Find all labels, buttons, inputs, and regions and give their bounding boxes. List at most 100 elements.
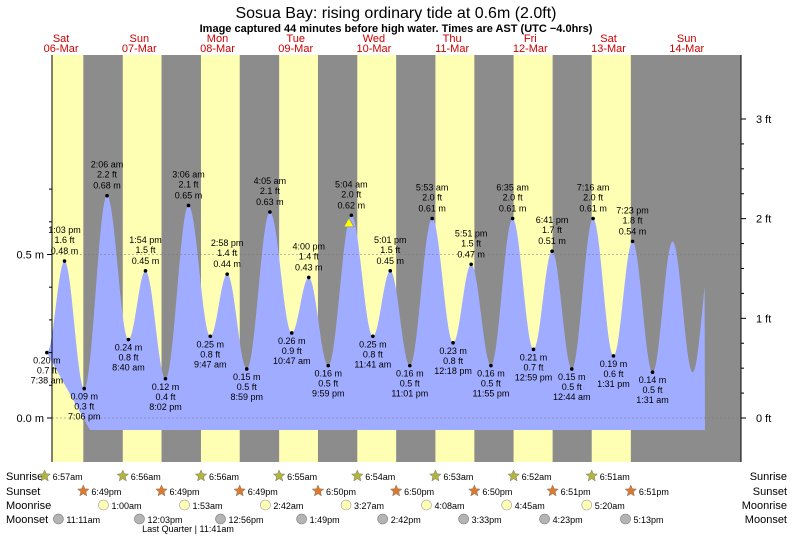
- moon-phase-label: Last Quarter | 11:41am: [142, 524, 234, 534]
- moonset-time: 12:03pm: [147, 515, 182, 525]
- tide-ft-label: 2.0 ft: [503, 193, 524, 203]
- moonrise-moon-icon: [260, 499, 271, 511]
- moonset-time: 11:11am: [66, 515, 100, 525]
- tide-point: [531, 347, 536, 352]
- sunset-row-label-right: Sunset: [753, 486, 787, 498]
- tide-time-label: 10:47 am: [273, 356, 311, 366]
- tide-point: [550, 249, 554, 254]
- moonset-time: 5:13pm: [634, 515, 664, 525]
- moonrise-moon-icon: [179, 499, 190, 511]
- tide-ft-label: 1.6 ft: [55, 235, 76, 245]
- tide-m-label: 0.20 m: [33, 356, 61, 366]
- tide-ft-label: 0.6 ft: [603, 369, 624, 379]
- tide-ft-label: 2.0 ft: [422, 193, 443, 203]
- moonset-moon-icon: [53, 513, 64, 525]
- tide-point: [569, 367, 574, 371]
- tide-time-label: 9:59 pm: [312, 389, 345, 399]
- tide-ft-label: 0.8 ft: [200, 349, 221, 359]
- tide-time-label: 1:03 pm: [48, 225, 81, 235]
- moonset-row-label: Moonset: [6, 514, 48, 526]
- right-tick-label: 2 ft: [756, 214, 771, 226]
- tide-time-label: 7:06 pm: [68, 412, 101, 422]
- tide-m-label: 0.63 m: [256, 197, 284, 207]
- tide-time-label: 8:02 pm: [149, 402, 182, 412]
- tide-point: [289, 331, 294, 335]
- tide-m-label: 0.16 m: [396, 369, 424, 379]
- tide-point: [630, 239, 635, 244]
- day-date-label: 08-Mar: [200, 43, 235, 55]
- tide-m-label: 0.65 m: [175, 190, 203, 200]
- sunset-time: 6:50pm: [482, 487, 512, 497]
- tide-point: [388, 269, 393, 273]
- tide-m-label: 0.61 m: [499, 204, 527, 214]
- day-name-label: Wed: [363, 33, 385, 45]
- sunset-time: 6:49pm: [91, 487, 121, 497]
- tide-ft-label: 1.5 ft: [135, 245, 156, 255]
- tide-time-label: 12:44 am: [553, 392, 591, 402]
- tide-ft-label: 0.3 ft: [74, 402, 95, 412]
- sunset-time: 6:49pm: [248, 487, 278, 497]
- moonset-moon-icon: [620, 513, 631, 525]
- tide-ft-label: 0.5 ft: [481, 379, 502, 389]
- tide-point: [82, 386, 87, 391]
- day-date-label: 12-Mar: [513, 43, 548, 55]
- tide-point: [186, 203, 191, 208]
- tide-point: [143, 269, 148, 273]
- tide-point: [306, 275, 311, 280]
- moonrise-moon-icon: [501, 499, 512, 511]
- sunrise-star-icon: [429, 469, 442, 482]
- tide-m-label: 0.61 m: [579, 204, 607, 214]
- tide-ft-label: 1.5 ft: [380, 245, 401, 255]
- day-name-label: Tue: [286, 33, 305, 45]
- moonrise-moon-icon: [421, 499, 432, 511]
- tide-point: [591, 216, 595, 221]
- tide-ft-label: 0.7 ft: [37, 366, 58, 376]
- tide-point: [62, 259, 67, 263]
- tide-time-label: 9:47 am: [194, 359, 227, 369]
- sunset-star-icon: [546, 484, 559, 497]
- tide-time-label: 5:01 pm: [374, 235, 407, 245]
- tide-time-label: 7:16 am: [577, 183, 610, 193]
- moonrise-moon-icon: [340, 499, 352, 511]
- tide-time-label: 11:55 pm: [473, 389, 510, 399]
- tide-m-label: 0.09 m: [70, 392, 98, 402]
- tide-m-label: 0.68 m: [93, 181, 121, 191]
- tide-time-label: 7:23 pm: [616, 205, 649, 215]
- moonset-moon-icon: [215, 513, 226, 525]
- sunrise-time: 6:52am: [522, 472, 552, 482]
- tide-time-label: 8:40 am: [112, 363, 145, 373]
- tide-point: [510, 216, 515, 221]
- tide-point: [451, 340, 455, 345]
- tide-time-label: 8:59 pm: [230, 392, 263, 402]
- moonset-moon-icon: [296, 513, 307, 525]
- moonrise-time: 5:20am: [595, 501, 625, 511]
- tide-ft-label: 1.4 ft: [299, 251, 320, 261]
- day-name-label: Thu: [443, 33, 462, 45]
- sunset-row-label: Sunset: [6, 486, 40, 498]
- chart-title: Sosua Bay: rising ordinary tide at 0.6m …: [235, 5, 556, 22]
- tide-m-label: 0.25 m: [197, 339, 225, 349]
- tide-ft-label: 0.5 ft: [237, 382, 258, 392]
- tide-m-label: 0.45 m: [376, 256, 404, 266]
- current-tide-marker: [343, 217, 355, 228]
- sunrise-star-icon: [350, 469, 364, 482]
- sunrise-star-icon: [116, 469, 130, 482]
- tide-point: [371, 334, 375, 339]
- sunrise-time: 6:51am: [600, 472, 630, 482]
- tide-time-label: 1:31 pm: [597, 379, 630, 389]
- tide-m-label: 0.54 m: [619, 226, 647, 236]
- sunrise-star-icon: [194, 469, 208, 482]
- day-name-label: Sun: [130, 33, 150, 45]
- tide-point: [208, 334, 213, 339]
- tide-time-label: 4:05 am: [254, 176, 287, 186]
- tide-ft-label: 2.1 ft: [178, 179, 199, 189]
- tide-ft-label: 2.0 ft: [583, 193, 604, 203]
- axes: 0.0 m 0.5 m 0 ft 1 ft 2 ft 3 ft: [16, 55, 771, 462]
- tide-m-label: 0.62 m: [338, 200, 366, 210]
- tide-time-label: 7:38 am: [31, 376, 64, 386]
- sunset-star-icon: [155, 484, 168, 497]
- tide-ft-label: 2.2 ft: [97, 170, 118, 180]
- sunset-time: 6:51pm: [639, 487, 669, 497]
- tide-point: [225, 272, 229, 276]
- tide-ft-label: 0.9 ft: [282, 346, 303, 356]
